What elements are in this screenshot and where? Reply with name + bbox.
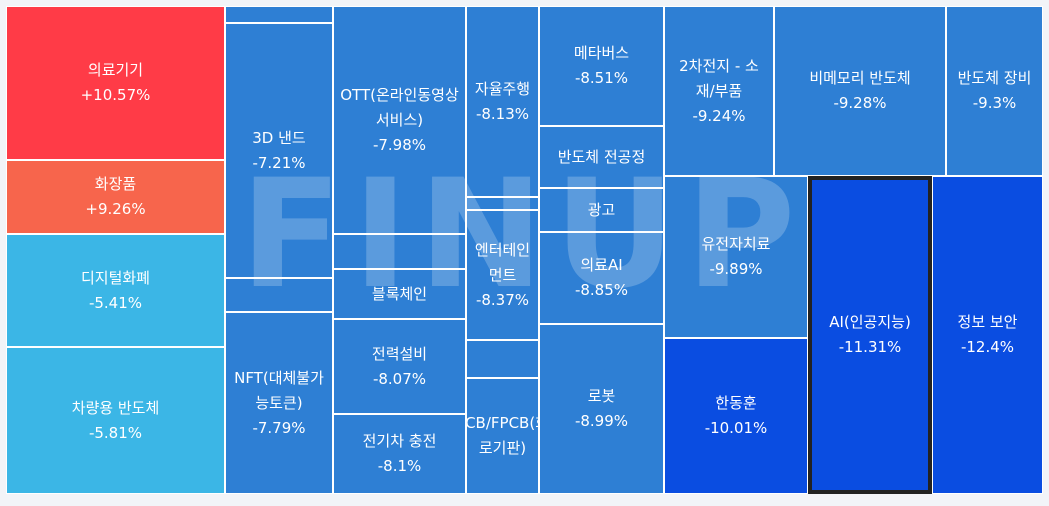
- tile-auto-semiconductor[interactable]: 차량용 반도체 -5.81%: [6, 347, 225, 494]
- tile-medical-ai[interactable]: 의료AI -8.85%: [539, 232, 664, 324]
- sector-name: 의료기기: [87, 61, 144, 79]
- sector-name: 2차전지 - 소재/부품: [679, 56, 759, 100]
- sector-name: 한동훈: [715, 394, 757, 412]
- sector-change: -8.99%: [574, 412, 629, 430]
- tile-small[interactable]: [225, 278, 333, 312]
- sector-name: PCB/FPCB(회로기판): [466, 414, 538, 457]
- tile-secondary-battery-materials[interactable]: 2차전지 - 소재/부품 -9.24%: [664, 6, 774, 176]
- tile-semiconductor-front-end[interactable]: 반도체 전공정: [539, 126, 664, 188]
- sector-change: -7.79%: [252, 418, 306, 437]
- tile-han-donghoon[interactable]: 한동훈 -10.01%: [664, 338, 808, 494]
- sector-change: -7.21%: [252, 153, 306, 172]
- sector-name: 메타버스: [573, 44, 630, 62]
- sector-change: -8.51%: [574, 69, 629, 87]
- tile-nft[interactable]: NFT(대체불가능토큰) -7.79%: [225, 312, 333, 494]
- sector-name: 차량용 반도체: [71, 398, 160, 417]
- sector-change: -8.1%: [377, 457, 422, 475]
- sector-name: NFT(대체불가능토큰): [234, 368, 324, 412]
- sector-change: -8.07%: [372, 369, 427, 388]
- tile-small[interactable]: [466, 340, 539, 378]
- tile-ai[interactable]: AI(인공지능) -11.31%: [808, 176, 932, 494]
- tile-power-equipment[interactable]: 전력설비 -8.07%: [333, 319, 466, 414]
- tile-information-security[interactable]: 정보 보안 -12.4%: [932, 176, 1043, 494]
- sector-change: -9.24%: [692, 106, 746, 125]
- tile-medical-devices[interactable]: 의료기기 +10.57%: [6, 6, 225, 160]
- sector-name: 정보 보안: [957, 313, 1018, 331]
- tile-ev-charging[interactable]: 전기차 충전 -8.1%: [333, 414, 466, 494]
- tile-non-memory-semiconductor[interactable]: 비메모리 반도체 -9.28%: [774, 6, 946, 176]
- tile-digital-currency[interactable]: 디지털화폐 -5.41%: [6, 234, 225, 347]
- sector-name: 블록체인: [371, 284, 428, 303]
- sector-change: -8.13%: [475, 104, 530, 123]
- tile-cosmetics[interactable]: 화장품 +9.26%: [6, 160, 225, 234]
- sector-change: -5.81%: [88, 423, 143, 442]
- tile-small[interactable]: [333, 234, 466, 269]
- tile-blockchain[interactable]: 블록체인: [333, 269, 466, 319]
- sector-change: +9.26%: [85, 200, 146, 218]
- tile-small[interactable]: [466, 197, 539, 210]
- sector-change: +10.57%: [80, 86, 151, 104]
- sector-name: OTT(온라인동영상서비스): [340, 85, 459, 129]
- sector-change: -9.3%: [972, 94, 1017, 112]
- tile-entertainment[interactable]: 엔터테인먼트 -8.37%: [466, 210, 539, 340]
- sector-name: 광고: [587, 200, 616, 219]
- sector-change: -10.01%: [704, 419, 768, 437]
- tile-3d-nand[interactable]: 3D 낸드 -7.21%: [225, 23, 333, 278]
- sector-name: 전기차 충전: [362, 432, 437, 450]
- sector-name: 로봇: [587, 387, 616, 405]
- sector-name: 전력설비: [371, 344, 428, 363]
- sector-change: -5.41%: [88, 293, 143, 312]
- sector-name: AI(인공지능): [829, 313, 911, 331]
- sector-name: 유전자치료: [701, 235, 771, 253]
- tile-autonomous-driving[interactable]: 자율주행 -8.13%: [466, 6, 539, 197]
- sector-name: 3D 낸드: [252, 128, 306, 147]
- sector-name: 비메모리 반도체: [809, 69, 911, 87]
- tile-gene-therapy[interactable]: 유전자치료 -9.89%: [664, 176, 808, 338]
- tile-ott[interactable]: OTT(온라인동영상서비스) -7.98%: [333, 6, 466, 234]
- sector-change: -9.89%: [709, 260, 763, 278]
- tile-pcb[interactable]: PCB/FPCB(회로기판): [466, 378, 539, 494]
- tile-semiconductor-equipment[interactable]: 반도체 장비 -9.3%: [946, 6, 1043, 176]
- sector-name: 엔터테인먼트: [474, 240, 531, 284]
- sector-change: -8.85%: [574, 281, 629, 299]
- sector-name: 화장품: [94, 175, 137, 193]
- sector-name: 디지털화폐: [80, 268, 150, 287]
- tile-advertising[interactable]: 광고: [539, 188, 664, 232]
- sector-change: -7.98%: [372, 135, 427, 154]
- sector-name: 반도체 장비: [957, 69, 1032, 87]
- sector-change: -8.37%: [475, 290, 530, 309]
- sector-name: 반도체 전공정: [557, 147, 646, 166]
- tile-small[interactable]: [225, 6, 333, 23]
- sector-name: 의료AI: [580, 256, 623, 274]
- tile-robot[interactable]: 로봇 -8.99%: [539, 324, 664, 494]
- tile-metaverse[interactable]: 메타버스 -8.51%: [539, 6, 664, 126]
- sector-change: -9.28%: [833, 94, 887, 112]
- sector-name: 자율주행: [474, 79, 531, 98]
- sector-change: -11.31%: [838, 338, 902, 356]
- sector-change: -12.4%: [960, 338, 1015, 356]
